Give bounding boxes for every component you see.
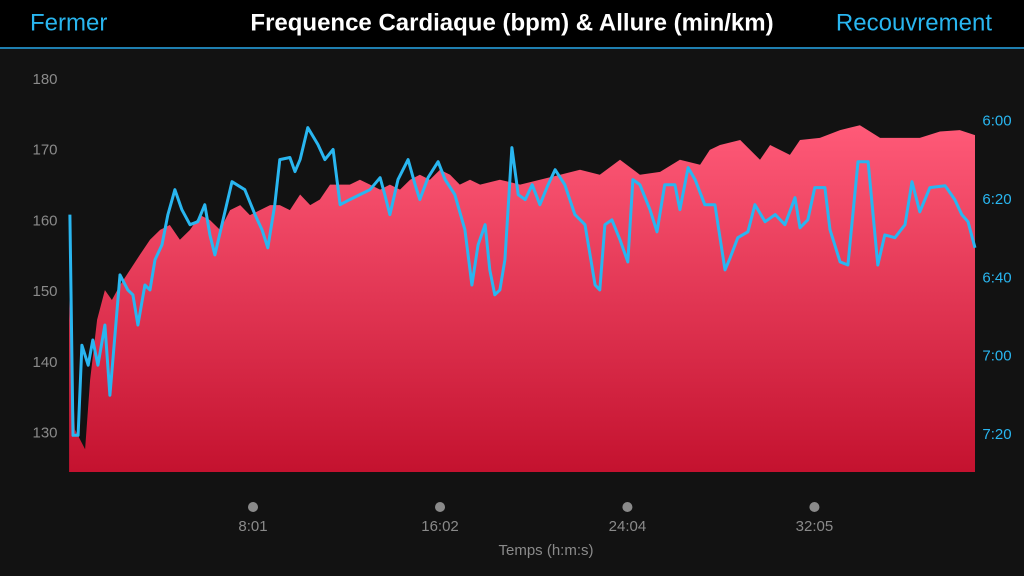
close-button[interactable]: Fermer [30, 9, 107, 36]
x-tick-label: 32:05 [796, 518, 834, 535]
y-tick-label: 130 [32, 425, 57, 442]
y2-tick-label: 6:40 [982, 269, 1011, 286]
y-tick-label: 140 [32, 354, 57, 371]
x-tick-dot [622, 502, 633, 512]
x-tick-dot [435, 502, 446, 512]
pace-line [68, 126, 977, 437]
y2-tick-label: 7:20 [982, 426, 1011, 443]
y-tick-label: 160 [32, 212, 57, 229]
title: Frequence Cardiaque (bpm) & Allure (min/… [250, 9, 773, 36]
x-axis-label: Temps (h:m:s) [498, 542, 593, 559]
header-bar [0, 0, 1024, 47]
y-tick-label: 150 [32, 283, 57, 300]
y2-tick-label: 6:20 [982, 191, 1011, 208]
heart-rate-area [69, 125, 976, 472]
header-divider [0, 47, 1024, 49]
x-tick-dot [809, 502, 820, 512]
y-tick-label: 170 [32, 142, 57, 159]
y2-tick-label: 7:00 [982, 348, 1011, 365]
x-tick-dot [248, 502, 259, 512]
plot: 130 140 150 160 170 180 6:00 6:20 6:40 7:00 7:20 8:… [32, 71, 1011, 535]
x-tick-label: 24:04 [609, 518, 647, 535]
y2-tick-label: 6:00 [982, 112, 1011, 129]
y-tick-label: 180 [32, 71, 57, 88]
x-tick-label: 16:02 [421, 518, 459, 535]
x-tick-label: 8:01 [238, 518, 267, 535]
recovery-button[interactable]: Recouvrement [836, 9, 992, 36]
